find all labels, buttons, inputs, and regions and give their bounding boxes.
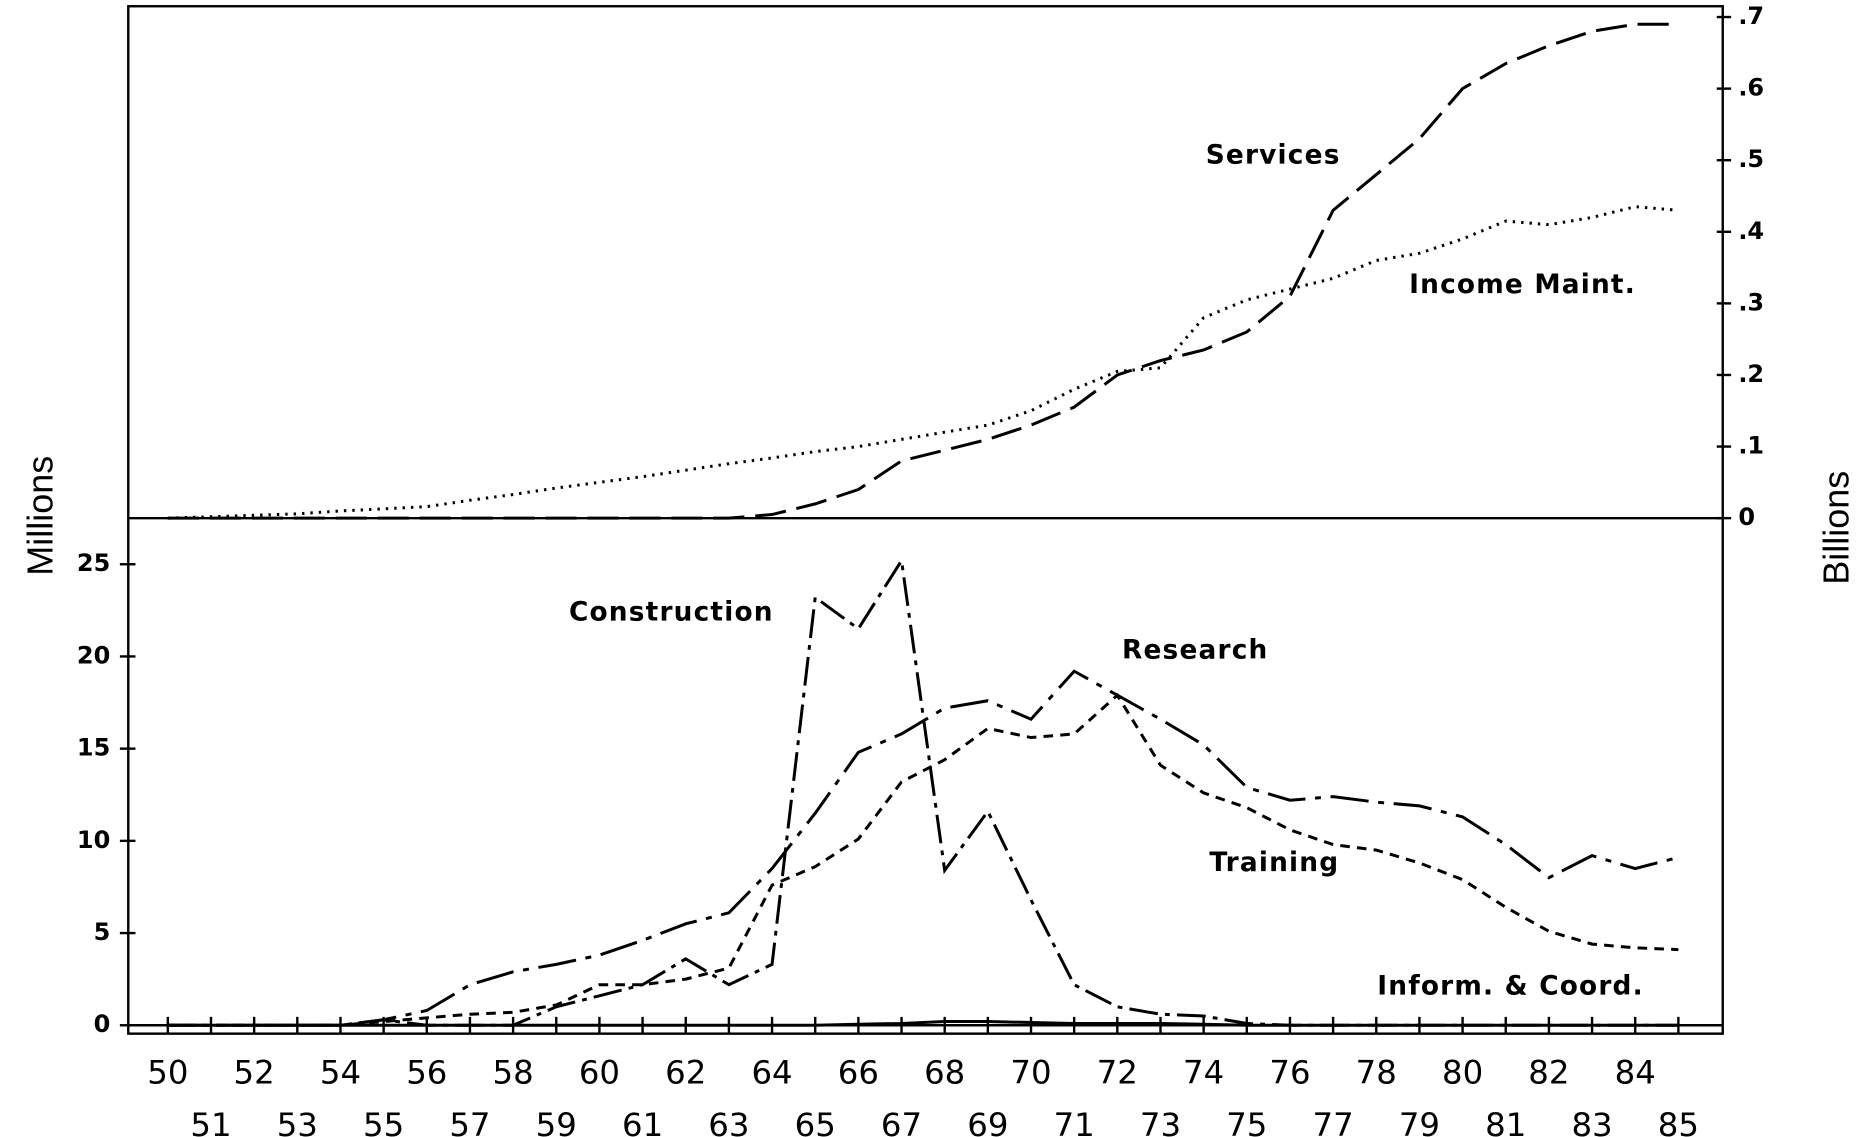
series-label: Services: [1206, 141, 1341, 171]
x-tick-label: 85: [1658, 1106, 1699, 1137]
x-tick-label: 59: [536, 1106, 577, 1137]
x-tick-label: 70: [1010, 1053, 1051, 1091]
series-line: [167, 205, 1679, 520]
series-label: Inform. & Coord.: [1377, 971, 1644, 1001]
y-tick-label: .3: [1738, 288, 1764, 316]
series-line: [167, 556, 1679, 1027]
y-tick-label: 5: [94, 918, 111, 946]
x-tick-label: 77: [1313, 1106, 1354, 1137]
y-tick-label: .4: [1738, 217, 1764, 245]
x-tick-label: 84: [1615, 1053, 1656, 1091]
y-tick-label: 25: [77, 549, 110, 577]
x-tick-label: 57: [449, 1106, 490, 1137]
y-tick-label: .7: [1738, 2, 1764, 30]
y-tick-label: 20: [77, 641, 110, 669]
y-tick-label: 0: [1738, 503, 1755, 531]
y-tick-label: 15: [77, 734, 110, 762]
x-tick-label: 52: [234, 1053, 275, 1091]
x-tick-label: 54: [320, 1053, 361, 1091]
x-tick-label: 62: [665, 1053, 706, 1091]
x-tick-label: 65: [795, 1106, 836, 1137]
x-tick-label: 64: [751, 1053, 792, 1091]
x-tick-label: 56: [406, 1053, 447, 1091]
x-tick-label: 80: [1442, 1053, 1483, 1091]
x-tick-label: 68: [924, 1053, 965, 1091]
series-label: Training: [1209, 848, 1339, 878]
y-tick-label: .1: [1738, 432, 1764, 460]
y-tick-label: 0: [94, 1010, 111, 1038]
x-tick-label: 76: [1269, 1053, 1310, 1091]
x-tick-label: 74: [1183, 1053, 1224, 1091]
x-tick-label: 83: [1571, 1106, 1612, 1137]
x-tick-label: 78: [1356, 1053, 1397, 1091]
x-tick-label: 66: [838, 1053, 879, 1091]
x-tick-label: 69: [967, 1106, 1008, 1137]
x-tick-label: 61: [622, 1106, 663, 1137]
x-tick-label: 72: [1097, 1053, 1138, 1091]
y-tick-label: 10: [77, 826, 110, 854]
y-tick-label: .6: [1738, 74, 1764, 102]
x-tick-label: 71: [1054, 1106, 1095, 1137]
x-tick-label: 75: [1226, 1106, 1267, 1137]
x-tick-label: 51: [190, 1106, 231, 1137]
y2-axis-label: Billions: [1816, 471, 1857, 585]
x-tick-label: 81: [1485, 1106, 1526, 1137]
y-tick-label: .5: [1738, 145, 1764, 173]
series-line: [167, 22, 1679, 520]
series-line: [167, 692, 1679, 1027]
x-tick-label: 67: [881, 1106, 922, 1137]
x-tick-label: 73: [1140, 1106, 1181, 1137]
x-tick-label: 79: [1399, 1106, 1440, 1137]
series-label: Construction: [569, 597, 774, 627]
x-tick-label: 60: [579, 1053, 620, 1091]
x-tick-label: 55: [363, 1106, 404, 1137]
y-axis-label: Millions: [20, 456, 61, 576]
x-tick-label: 50: [147, 1053, 188, 1091]
x-tick-label: 82: [1528, 1053, 1569, 1091]
series-label: Research: [1122, 636, 1269, 666]
series-label: Income Maint.: [1409, 270, 1636, 300]
series-line: [167, 669, 1679, 1027]
x-tick-label: 58: [493, 1053, 534, 1091]
x-tick-label: 63: [708, 1106, 749, 1137]
frame: [127, 5, 1724, 1035]
x-tick-label: 53: [277, 1106, 318, 1137]
y-tick-label: .2: [1738, 360, 1764, 388]
